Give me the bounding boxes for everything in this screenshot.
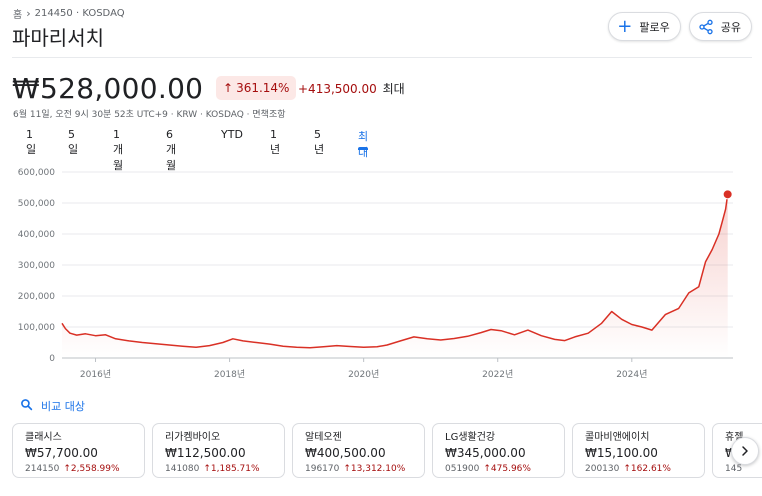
- price-chart[interactable]: 600,000 500,000 400,000 300,000 200,000 100,0…: [0, 160, 762, 388]
- tab-ytd[interactable]: YTD: [221, 128, 243, 141]
- y-tick-label: 200,000: [18, 292, 55, 302]
- current-price: ₩528,000.00: [12, 72, 204, 105]
- card-change: 475.96%: [490, 464, 531, 474]
- card-footer: 200130 ↑162.61%: [585, 464, 704, 474]
- compare-header: 비교 대상: [20, 398, 85, 414]
- breadcrumb-home[interactable]: 홈: [13, 10, 23, 21]
- card-code: 141080: [165, 464, 200, 474]
- plus-icon: +: [617, 15, 633, 37]
- share-button[interactable]: 공유: [688, 12, 752, 41]
- page-title: 파마리서치: [12, 26, 104, 50]
- card-name: 알테오젠: [305, 432, 342, 443]
- compare-card[interactable]: 콜마비앤에이치 ₩15,100.00 200130 ↑162.61%: [572, 423, 705, 478]
- card-name: 클래시스: [25, 432, 62, 443]
- card-code: 196170: [305, 464, 340, 474]
- next-button[interactable]: [731, 437, 759, 465]
- card-footer: 145: [725, 464, 762, 474]
- quote-meta: 6월 11일, 오전 9시 30분 52초 UTC+9 · KRW · KOSD…: [13, 110, 286, 120]
- card-name: 리가켐바이오: [165, 432, 221, 443]
- price-area: [62, 194, 728, 358]
- arrow-up-icon: ↑: [483, 464, 491, 474]
- change-percent: 361.14%: [236, 81, 290, 95]
- compare-cards: 클래시스 ₩57,700.00 214150 ↑2,558.99% 리가켐바이오 …: [12, 423, 762, 478]
- card-footer: 051900 ↑475.96%: [445, 464, 564, 474]
- card-change: 2,558.99%: [70, 464, 120, 474]
- card-change: 162.61%: [630, 464, 671, 474]
- card-footer: 141080 ↑1,185.71%: [165, 464, 284, 474]
- card-change: 1,185.71%: [210, 464, 260, 474]
- tab-6m[interactable]: 6개월: [166, 128, 177, 172]
- card-price: ₩112,500.00: [165, 446, 246, 460]
- card-code: 200130: [585, 464, 620, 474]
- y-tick-label: 500,000: [18, 199, 55, 209]
- top-actions: + 팔로우 공유: [608, 12, 752, 41]
- tab-1m[interactable]: 1개월: [113, 128, 124, 172]
- change-period: 최대: [382, 82, 405, 96]
- card-code: 214150: [25, 464, 60, 474]
- x-tick-label: 2022년: [482, 369, 513, 380]
- y-axis: 600,000 500,000 400,000 300,000 200,000 100,0…: [18, 168, 55, 364]
- card-name: 콜마비앤에이치: [585, 432, 650, 443]
- breadcrumb: 홈 › 214450 · KOSDAQ: [13, 6, 125, 21]
- share-label: 공유: [720, 20, 741, 34]
- x-tick-label: 2024년: [616, 369, 647, 380]
- chevron-right-icon: ›: [26, 7, 31, 20]
- card-price: ₩: [725, 446, 762, 460]
- arrow-up-icon: ↑: [63, 464, 71, 474]
- follow-button[interactable]: + 팔로우: [608, 12, 681, 41]
- chevron-right-icon: [739, 442, 751, 461]
- y-tick-label: 400,000: [18, 230, 55, 240]
- x-tick-label: 2016년: [80, 369, 111, 380]
- change-percent-badge: ↑ 361.14%: [216, 76, 297, 100]
- y-tick-label: 600,000: [18, 168, 55, 178]
- latest-price-point: [722, 189, 733, 200]
- follow-label: 팔로우: [639, 20, 670, 34]
- x-tick-label: 2018년: [214, 369, 245, 380]
- share-icon: [698, 19, 714, 35]
- change-absolute-value: +413,500.00: [298, 82, 377, 96]
- header-divider: [12, 57, 752, 58]
- compare-card[interactable]: 알테오젠 ₩400,500.00 196170 ↑13,312.10%: [292, 423, 425, 478]
- card-price: ₩400,500.00: [305, 446, 386, 460]
- card-change: 13,312.10%: [350, 464, 406, 474]
- arrow-up-icon: ↑: [343, 464, 351, 474]
- card-price: ₩345,000.00: [445, 446, 526, 460]
- card-price: ₩15,100.00: [585, 446, 658, 460]
- arrow-up-icon: ↑: [223, 81, 234, 95]
- tab-1d[interactable]: 1일: [26, 128, 37, 156]
- search-icon: [20, 398, 33, 414]
- card-price: ₩57,700.00: [25, 446, 98, 460]
- tab-max[interactable]: 최대: [358, 130, 369, 159]
- x-tick-label: 2020년: [348, 369, 379, 380]
- price-line: [61, 194, 729, 349]
- arrow-up-icon: ↑: [623, 464, 631, 474]
- compare-card[interactable]: 리가켐바이오 ₩112,500.00 141080 ↑1,185.71%: [152, 423, 285, 478]
- y-tick-label: 100,000: [18, 323, 55, 333]
- card-name: 휴젤: [725, 432, 744, 443]
- card-footer: 214150 ↑2,558.99%: [25, 464, 144, 474]
- card-code: 051900: [445, 464, 480, 474]
- y-tick-label: 0: [49, 354, 55, 364]
- tab-5d[interactable]: 5일: [68, 128, 79, 156]
- compare-title: 비교 대상: [41, 400, 85, 413]
- breadcrumb-ticker: 214450 · KOSDAQ: [34, 8, 125, 19]
- tab-5y[interactable]: 5년: [314, 128, 325, 156]
- card-name: LG생활건강: [445, 432, 496, 443]
- card-footer: 196170 ↑13,312.10%: [305, 464, 424, 474]
- y-tick-label: 300,000: [18, 261, 55, 271]
- change-absolute: +413,500.00 최대: [298, 80, 405, 97]
- tab-1y[interactable]: 1년: [270, 128, 281, 156]
- compare-card[interactable]: LG생활건강 ₩345,000.00 051900 ↑475.96%: [432, 423, 565, 478]
- arrow-up-icon: ↑: [203, 464, 211, 474]
- compare-card[interactable]: 클래시스 ₩57,700.00 214150 ↑2,558.99%: [12, 423, 145, 478]
- card-code: 145: [725, 464, 743, 474]
- x-axis: 2016년 2018년 2020년 2022년 2024년: [80, 358, 647, 380]
